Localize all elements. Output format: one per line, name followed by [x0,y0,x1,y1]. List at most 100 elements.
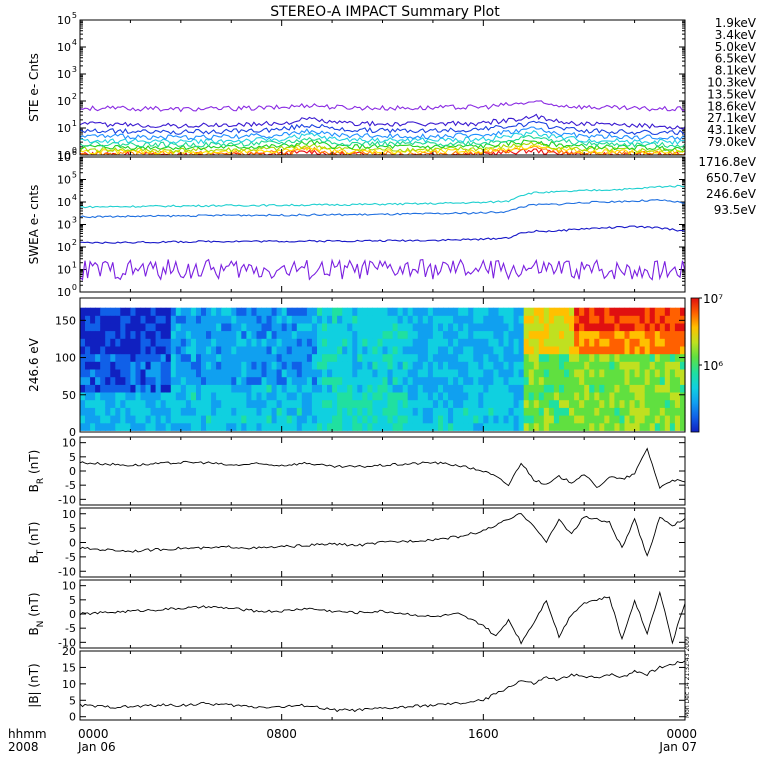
heatmap-cell [261,315,268,324]
heatmap-cell [236,353,242,362]
heatmap-cell [327,415,333,424]
heatmap-cell [362,361,368,370]
heatmap-cell [301,338,308,347]
heatmap-cell [649,323,656,332]
heatmap-cell [402,399,409,408]
heatmap-cell [271,323,278,332]
colorbar-tick-label: 10⁷ [703,292,723,306]
heatmap-cell [372,376,378,385]
heatmap-cell [548,353,555,362]
heatmap-cell [155,392,162,401]
heatmap-cell [347,376,353,385]
heatmap-cell [221,353,227,362]
heatmap-cell [503,330,510,339]
heatmap-cell [599,376,605,385]
heatmap-cell [564,323,570,332]
heatmap-cell [624,392,631,401]
heatmap-cell [251,315,257,324]
heatmap-cell [85,407,91,416]
heatmap-cell [221,407,227,416]
heatmap-cell [644,422,651,431]
heatmap-cell [382,338,389,347]
heatmap-cell [629,422,636,431]
heatmap-cell [362,392,368,401]
heatmap-cell [579,376,585,385]
heatmap-cell [296,415,303,424]
heatmap-cell [211,307,217,316]
heatmap-cell [216,330,222,339]
heatmap-cell [196,338,202,347]
heatmap-cell [337,315,343,324]
heatmap-cell [291,407,298,416]
heatmap-cell [256,346,263,355]
heatmap-cell [680,330,686,339]
heatmap-cell [589,338,595,347]
heatmap-cell [468,407,474,416]
heatmap-cell [291,369,298,378]
heatmap-cell [226,323,232,332]
heatmap-cell [533,315,540,324]
heatmap-cell [206,315,212,324]
heatmap-cell [221,392,227,401]
heatmap-cell [337,384,343,393]
heatmap-cell [95,346,101,355]
heatmap-cell [180,392,187,401]
heatmap-cell [417,338,424,347]
heatmap-cell [190,323,197,332]
heatmap-cell [261,376,268,385]
heatmap-cell [105,376,111,385]
heatmap-cell [80,361,86,370]
heatmap-cell [140,407,147,416]
time-tick-label: 0800 [266,727,297,741]
heatmap-cell [105,369,111,378]
heatmap-cell [311,369,318,378]
heatmap-cell [130,376,136,385]
heatmap-cell [241,353,247,362]
heatmap-cell [115,407,121,416]
heatmap-cell [90,415,96,424]
heatmap-cell [448,315,454,324]
heatmap-cell [170,407,177,416]
heatmap-cell [150,323,157,332]
heatmap-cell [579,346,585,355]
heatmap-cell [463,323,469,332]
heatmap-cell [483,353,489,362]
heatmap-cell [438,323,444,332]
heatmap-cell [145,399,152,408]
heatmap-cell [584,376,590,385]
legend-item-1716.8eV: 1716.8eV [698,155,756,169]
heatmap-cell [352,422,358,431]
heatmap-cell [105,353,111,362]
heatmap-cell [523,338,530,347]
heatmap-cell [150,369,157,378]
heatmap-cell [246,399,252,408]
heatmap-cell [145,415,152,424]
heatmap-cell [453,376,459,385]
heatmap-cell [347,415,353,424]
heatmap-cell [196,346,202,355]
heatmap-cell [412,399,419,408]
heatmap-cell [589,407,595,416]
heatmap-cell [680,369,686,378]
heatmap-cell [296,376,303,385]
heatmap-cell [85,307,91,316]
heatmap-cell [513,369,520,378]
heatmap-cell [196,307,202,316]
heatmap-cell [639,376,646,385]
heatmap-cell [246,346,252,355]
heatmap-cell [170,346,177,355]
heatmap-cell [110,376,116,385]
heatmap-cell [291,353,298,362]
heatmap-cell [327,346,333,355]
heatmap-cell [206,384,212,393]
heatmap-cell [301,330,308,339]
heatmap-cell [206,422,212,431]
heatmap-cell [241,323,247,332]
heatmap-cell [155,384,162,393]
heatmap-cell [559,369,565,378]
heatmap-cell [115,384,121,393]
series-line-6.5keV [80,126,685,141]
heatmap-cell [281,361,288,370]
heatmap-cell [206,415,212,424]
